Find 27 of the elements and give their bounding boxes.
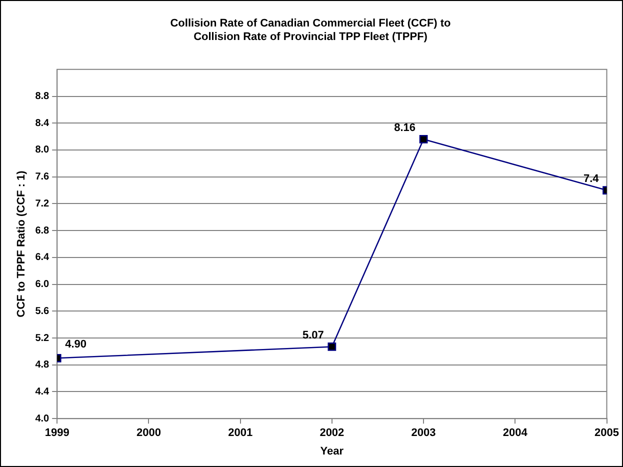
y-axis-title: CCF to TPPF Ratio (CCF : 1) xyxy=(16,170,28,318)
x-tick-label: 1999 xyxy=(44,427,70,440)
chart-title: Collision Rate of Canadian Commercial Fleet (CCF) to Collision Rate of Provincial TPP Fleet (TPPF) xyxy=(170,18,452,43)
data-label: 5.07 xyxy=(302,329,324,342)
y-tick-label: 6.8 xyxy=(35,225,50,236)
data-label: 8.16 xyxy=(394,122,416,134)
y-tick-label: 4.8 xyxy=(35,360,50,371)
y-tick-label: 5.6 xyxy=(35,306,50,317)
data-label: 4.90 xyxy=(65,338,87,351)
x-tick-label: 2005 xyxy=(594,427,620,440)
y-tick-label: 8.8 xyxy=(35,91,50,102)
x-tick-label: 2003 xyxy=(411,427,436,440)
x-axis-title: Year xyxy=(320,445,344,458)
y-tick-label: 7.6 xyxy=(35,172,50,183)
y-tick-label: 6.0 xyxy=(35,279,50,290)
y-tick-label: 6.4 xyxy=(35,252,50,264)
x-tick-label: 2000 xyxy=(136,427,161,440)
x-tick-label: 2002 xyxy=(320,427,344,440)
y-tick-label: 8.0 xyxy=(35,144,50,156)
y-tick-label: 5.2 xyxy=(35,332,50,344)
y-tick-label: 8.4 xyxy=(35,118,50,129)
y-tick-label: 4.0 xyxy=(35,413,50,424)
x-tick-label: 2001 xyxy=(228,427,253,440)
data-label: 7.4 xyxy=(583,172,600,185)
y-tick-label: 7.2 xyxy=(35,198,50,210)
y-tick-label: 4.4 xyxy=(35,386,50,398)
x-tick-label: 2004 xyxy=(502,427,528,440)
